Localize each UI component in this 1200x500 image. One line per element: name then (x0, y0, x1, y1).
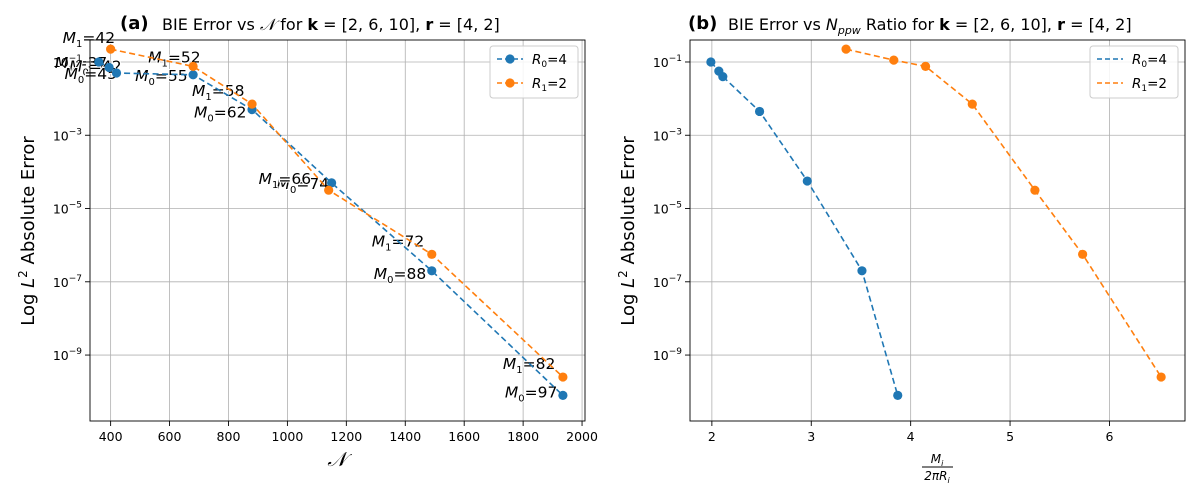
x-tick-label: 6 (1105, 429, 1113, 444)
panel-a: M0=37M0=42M0=45M0=55M0=62M0=74M0=88M0=97… (16, 13, 598, 471)
legend-a-label-r1: R1=2 (532, 76, 567, 94)
x-tick-label: 400 (99, 429, 123, 444)
point-annotation: M0=55 (135, 67, 187, 88)
y-tick-label: 10−5 (653, 201, 682, 217)
data-point (188, 61, 198, 71)
y-tick-label: 10−1 (53, 54, 82, 70)
data-point (1030, 185, 1040, 195)
panel-b-xticks: 2 3 4 5 6 (708, 421, 1113, 444)
series-line-1 (110, 48, 564, 378)
y-tick-label: 10−7 (653, 274, 682, 290)
data-point (558, 390, 568, 400)
data-point (427, 249, 437, 259)
x-tick-label: 1000 (272, 429, 304, 444)
data-point (427, 266, 437, 276)
panel-b-axes-frame (689, 39, 1186, 422)
data-point (1078, 249, 1088, 259)
panel-a-yticks: 10−1 10−3 10−5 10−7 10−9 (53, 54, 90, 363)
point-annotation: M1=72 (372, 232, 424, 253)
data-point (889, 55, 899, 65)
y-tick-label: 10−9 (653, 347, 682, 363)
panel-b-label: (b) (688, 13, 717, 34)
y-tick-label: 10−1 (653, 54, 682, 70)
panel-a-series (94, 44, 568, 400)
x-tick-label: 1800 (507, 429, 539, 444)
y-tick-label: 10−7 (53, 274, 82, 290)
panel-b-title: BIE Error vs Nppw Ratio for k = [2, 6, 1… (728, 15, 1132, 37)
panel-b-xlabel-denominator: 2πRi (924, 469, 950, 485)
legend-a-marker-r1 (505, 78, 515, 88)
panel-b-xlabel: Mi 2πRi (922, 452, 953, 485)
x-tick-label: 1400 (389, 429, 421, 444)
data-point (106, 44, 116, 54)
data-point (324, 185, 334, 195)
x-tick-label: 1200 (330, 429, 362, 444)
data-point (247, 99, 257, 109)
data-point (558, 372, 568, 382)
data-point (94, 57, 104, 67)
panel-a-legend: R0=4 R1=2 (489, 45, 579, 99)
y-tick-label: 10−5 (53, 201, 82, 217)
data-point (841, 44, 851, 54)
data-point (802, 176, 812, 186)
panel-a-ylabel: Log L2 Absolute Error (16, 136, 39, 326)
data-point (754, 106, 765, 117)
point-annotation: M0=97 (505, 383, 557, 404)
x-tick-label: 600 (158, 429, 182, 444)
data-point (327, 178, 337, 188)
point-annotation: M0=62 (194, 104, 246, 125)
y-tick-label: 10−3 (653, 127, 682, 143)
data-point (857, 266, 867, 276)
data-point (920, 61, 931, 71)
data-point (967, 99, 977, 109)
x-tick-label: 2 (708, 429, 716, 444)
point-annotation: M1=82 (503, 355, 555, 376)
panel-a-title: BIE Error vs 𝒩 for k = [2, 6, 10], r = [… (162, 15, 500, 34)
data-point (1156, 372, 1166, 382)
data-point (104, 62, 114, 73)
x-tick-label: 4 (907, 429, 915, 444)
point-annotation: M1=66 (259, 170, 311, 191)
panel-b-xlabel-numerator: Mi (931, 452, 944, 468)
legend-b-label-r1: R1=2 (1132, 76, 1167, 94)
x-tick-label: 1600 (448, 429, 480, 444)
panel-b-legend-box (1089, 45, 1179, 99)
panel-b-yticks: 10−1 10−3 10−5 10−7 10−9 (653, 54, 690, 363)
data-point (893, 390, 903, 400)
x-tick-label: 800 (217, 429, 241, 444)
panel-a-axes-frame (89, 39, 586, 422)
x-tick-label: 3 (807, 429, 815, 444)
data-point (718, 72, 728, 82)
panel-b-series (706, 44, 1166, 400)
panel-b-ylabel: Log L2 Absolute Error (616, 136, 639, 326)
point-annotation: M1=58 (192, 82, 244, 103)
point-annotation: M0=88 (374, 265, 426, 286)
y-tick-label: 10−3 (53, 127, 82, 143)
x-tick-label: 2000 (566, 429, 598, 444)
panel-a-label: (a) (120, 13, 149, 34)
point-annotation: M1=52 (148, 48, 200, 69)
x-tick-label: 5 (1006, 429, 1014, 444)
data-point (706, 57, 716, 67)
y-tick-label: 10−9 (53, 347, 82, 363)
legend-b-label-r0: R0=4 (1132, 52, 1167, 70)
point-annotation: M0=74 (277, 175, 329, 196)
panel-b-legend: R0=4 R1=2 (1089, 45, 1179, 99)
legend-a-label-r0: R0=4 (532, 52, 567, 70)
legend-a-marker-r0 (505, 54, 515, 64)
panel-a-xticks: 400 600 800 1000 1200 1400 1600 1800 2000 (99, 421, 598, 444)
data-point (111, 68, 122, 78)
data-point (188, 70, 198, 80)
panel-a-annotations: M0=37M0=42M0=45M0=55M0=62M0=74M0=88M0=97… (54, 28, 559, 405)
panel-b: 2 3 4 5 6 10−1 10−3 10−5 10−7 10−9 (b) BIE Error… (616, 13, 1186, 485)
